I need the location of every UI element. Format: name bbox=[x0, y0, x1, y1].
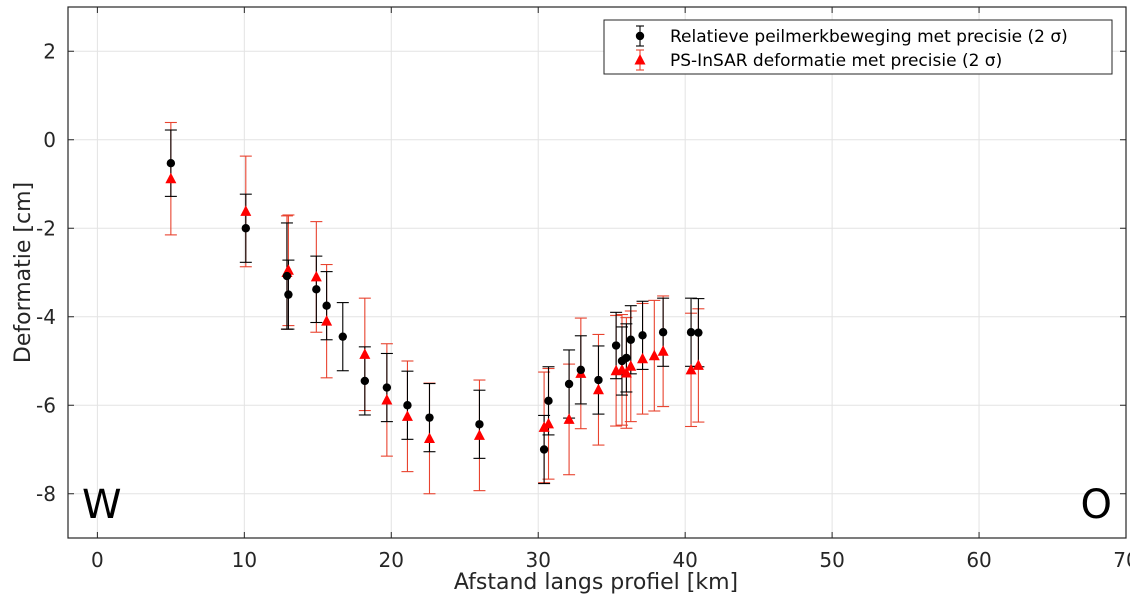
peilmerk-point bbox=[382, 383, 392, 392]
corner-label-east: O bbox=[1081, 482, 1112, 528]
peilmerk-point bbox=[622, 353, 631, 363]
x-tick-label: 10 bbox=[232, 548, 257, 572]
insar-point bbox=[625, 360, 637, 371]
peilmerk-point bbox=[694, 328, 703, 337]
y-tick-labels: -8 -6 -4 -2 0 2 bbox=[36, 39, 56, 506]
corner-label-west: W bbox=[82, 482, 122, 528]
peilmerk-point bbox=[611, 341, 621, 350]
x-tick-label: 70 bbox=[1113, 548, 1130, 572]
peilmerk-point bbox=[539, 445, 549, 454]
insar-point bbox=[321, 315, 333, 326]
peilmerk-point bbox=[564, 379, 574, 389]
peilmerk-point bbox=[638, 331, 647, 340]
peilmerk-point bbox=[284, 290, 293, 299]
legend-label-insar: PS-InSAR deformatie met precisie (2 σ) bbox=[670, 51, 1002, 71]
insar-point bbox=[473, 429, 485, 440]
legend-item-insar: PS-InSAR deformatie met precisie (2 σ) bbox=[634, 49, 1002, 71]
peilmerk-point bbox=[322, 301, 331, 310]
peilmerk-point bbox=[594, 375, 603, 385]
peilmerk-point bbox=[686, 328, 696, 337]
insar-point bbox=[359, 348, 371, 359]
legend-circle-marker bbox=[635, 31, 645, 41]
insar-point bbox=[381, 393, 393, 405]
x-tick-label: 60 bbox=[966, 548, 991, 572]
peilmerk-point bbox=[626, 335, 635, 344]
legend-label-peilmerk: Relatieve peilmerkbeweging met precisie … bbox=[670, 27, 1068, 47]
insar-point bbox=[423, 432, 435, 443]
peilmerk-point bbox=[360, 376, 370, 386]
peilmerk-point bbox=[282, 271, 292, 281]
legend: Relatieve peilmerkbeweging met precisie … bbox=[603, 19, 1113, 75]
peilmerk-point bbox=[475, 420, 484, 429]
axes-box bbox=[67, 6, 1127, 539]
peilmerk-point bbox=[425, 413, 434, 422]
x-tick-label: 30 bbox=[525, 548, 550, 572]
y-tick-label: -8 bbox=[36, 482, 56, 506]
x-axis-label: Afstand langs profiel [km] bbox=[454, 570, 738, 595]
insar-point bbox=[620, 366, 632, 378]
y-tick-label: -6 bbox=[36, 393, 56, 417]
y-axis-label: Deformatie [cm] bbox=[11, 182, 36, 363]
peilmerk-point bbox=[658, 328, 668, 337]
error-bars bbox=[164, 121, 705, 495]
insar-point bbox=[592, 383, 604, 395]
y-tick-label: -4 bbox=[36, 305, 56, 329]
legend-box bbox=[603, 19, 1113, 75]
insar-point bbox=[310, 270, 322, 282]
insar-point bbox=[165, 172, 177, 184]
peilmerk-point bbox=[241, 224, 251, 233]
legend-item-peilmerk: Relatieve peilmerkbeweging met precisie … bbox=[635, 25, 1068, 47]
peilmerk-point bbox=[166, 159, 176, 168]
peilmerk-point bbox=[544, 396, 553, 406]
legend-marker-circle-icon bbox=[635, 25, 645, 47]
x-tick-label: 0 bbox=[91, 548, 104, 572]
y-tick-label: 0 bbox=[43, 128, 56, 152]
x-tick-label: 20 bbox=[379, 548, 404, 572]
x-tick-label: 40 bbox=[672, 548, 697, 572]
peilmerk-point bbox=[576, 365, 586, 375]
insar-point bbox=[657, 345, 669, 356]
y-tick-label: -2 bbox=[36, 216, 56, 240]
insar-point bbox=[543, 417, 555, 429]
peilmerk-point bbox=[403, 401, 412, 410]
insar-point bbox=[685, 363, 697, 375]
y-tick-label: 2 bbox=[43, 39, 56, 63]
grid bbox=[68, 7, 1127, 538]
insar-point bbox=[563, 413, 575, 424]
x-tick-labels: 0 10 20 30 40 50 60 70 bbox=[91, 548, 1130, 572]
markers bbox=[165, 159, 704, 454]
insar-point bbox=[692, 359, 704, 370]
legend-marker-triangle-icon bbox=[634, 49, 646, 71]
x-tick-label: 50 bbox=[819, 548, 844, 572]
insar-point bbox=[648, 349, 660, 361]
peilmerk-point bbox=[312, 285, 321, 294]
peilmerk-point bbox=[338, 332, 347, 341]
legend-triangle-marker bbox=[634, 54, 646, 65]
insar-point bbox=[401, 410, 413, 421]
insar-point bbox=[637, 352, 649, 364]
insar-point bbox=[240, 205, 252, 216]
